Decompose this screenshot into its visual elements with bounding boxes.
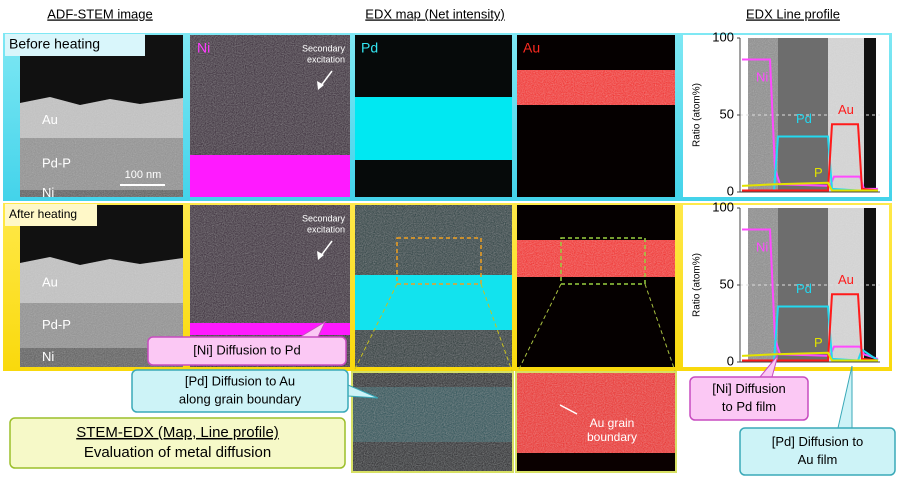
curve-label: Pd: [796, 281, 812, 296]
zoom-box: [396, 237, 482, 285]
curve-label: Ni: [756, 69, 768, 84]
callout-text: to Pd film: [722, 399, 776, 414]
pd-map-layer: [355, 97, 512, 160]
stem-pd-layer: [20, 138, 183, 190]
curve-label: P: [814, 335, 823, 350]
callout-box: [689, 376, 809, 421]
column-header: ADF-STEM image: [47, 6, 152, 21]
layer-label: Pd-P: [42, 155, 71, 170]
au-zoom-band: [517, 373, 675, 453]
zoom-guide: [480, 283, 513, 372]
callout-tail: [837, 365, 853, 429]
profile-curve: [741, 351, 878, 362]
y-axis-label: Ratio (atom%): [692, 83, 703, 147]
profile-image-au: [828, 208, 864, 362]
y-tick-label: 50: [720, 276, 734, 291]
annotation-arrow: [559, 404, 578, 415]
stem-au-layer: [20, 97, 183, 138]
y-tick-label: 50: [720, 106, 734, 121]
profile-curve: [742, 293, 879, 362]
annotation: boundary: [587, 430, 637, 444]
callout-text: Au film: [798, 452, 838, 467]
curve-label: Au: [838, 272, 854, 287]
annotation: Au grain: [590, 416, 635, 430]
callout-text: [Pd] Diffusion to: [772, 434, 864, 449]
arrow-head: [317, 251, 324, 260]
stem-au-layer: [20, 257, 183, 303]
row-label-box: [5, 34, 145, 56]
curve-label: Ni: [756, 239, 768, 254]
y-tick-label: 0: [727, 353, 734, 368]
zoom-box: [560, 237, 646, 285]
ni-map-layer: [190, 323, 350, 335]
map-label: Pd: [361, 40, 378, 56]
layer-label: Ni: [42, 185, 54, 200]
callout-box: [131, 369, 349, 413]
pd-zoom-band: [353, 387, 512, 442]
layer-label: Pd-P: [42, 317, 71, 332]
callout-text: [Pd] Diffusion to Au: [185, 373, 295, 388]
au-map-layer: [517, 240, 675, 277]
annotation: Secondary: [302, 213, 346, 223]
annotation: Secondary: [302, 43, 346, 53]
zoom-guide: [353, 283, 398, 372]
callout-text: along grain boundary: [179, 391, 302, 406]
callout-box: [9, 417, 346, 469]
row-label-box: [5, 204, 97, 226]
au-map: [517, 205, 675, 367]
stem-ni-layer: [20, 348, 183, 367]
stem-ni-layer: [20, 190, 183, 197]
callout-text: [Ni] Diffusion: [712, 381, 785, 396]
layer-label: Au: [42, 112, 58, 127]
annotation: excitation: [307, 54, 345, 64]
y-tick-label: 100: [712, 29, 734, 44]
zoom-frame: [351, 371, 514, 473]
profile-curve: [741, 181, 878, 192]
curve-label: Pd: [796, 111, 812, 126]
row-label: Before heating: [9, 36, 100, 52]
annotation: excitation: [307, 224, 345, 234]
au-map-layer: [517, 70, 675, 105]
column-header: EDX map (Net intensity): [365, 6, 504, 21]
scale-bar-label: 100 nm: [125, 169, 162, 181]
curve-label: P: [814, 165, 823, 180]
column-header: EDX Line profile: [746, 6, 840, 21]
callout-text: Evaluation of metal diffusion: [84, 444, 271, 461]
callout-box: [147, 336, 347, 366]
pd-map-speckle: [355, 330, 512, 367]
y-axis-label: Ratio (atom%): [692, 253, 703, 317]
map-label: Ni: [197, 40, 210, 56]
zoom-guide: [517, 283, 562, 372]
profile-image-black: [864, 38, 876, 192]
curve-label: Au: [838, 102, 854, 117]
layer-label: Ni: [42, 349, 54, 364]
callout-box: [739, 427, 896, 476]
layer-label: Au: [42, 274, 58, 289]
map-label: Au: [523, 40, 540, 56]
row-label: After heating: [9, 207, 77, 221]
pd-map-speckle: [355, 205, 512, 275]
au-map: [517, 35, 675, 197]
profile-image-au: [828, 38, 864, 192]
callout-text: [Ni] Diffusion to Pd: [193, 342, 300, 357]
y-tick-label: 100: [712, 199, 734, 214]
profile-curve: [742, 123, 879, 192]
y-tick-label: 0: [727, 183, 734, 198]
zoom-frame: [515, 371, 677, 473]
profile-image-black: [864, 208, 876, 362]
ni-map-layer: [190, 155, 350, 197]
arrow-head: [317, 81, 324, 90]
callout-text: STEM-EDX (Map, Line profile): [76, 424, 279, 441]
zoom-guide: [644, 283, 676, 372]
